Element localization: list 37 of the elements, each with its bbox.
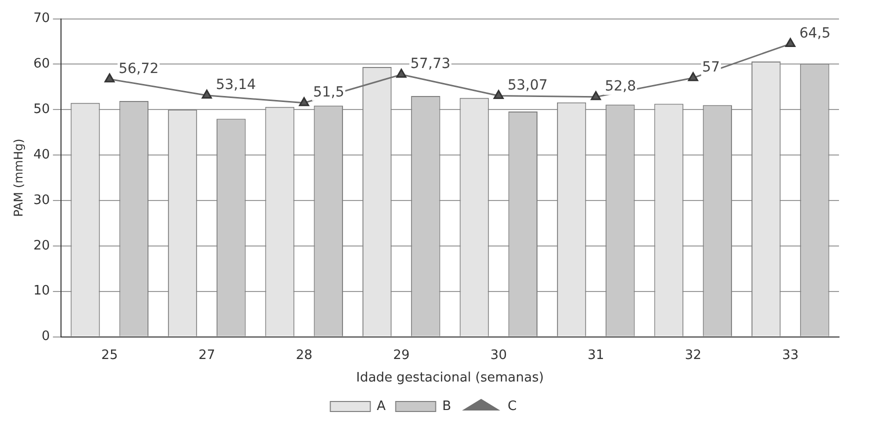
y-tick-label: 50 — [33, 102, 50, 118]
legend-label: B — [442, 398, 452, 414]
y-tick-label: 20 — [33, 238, 50, 254]
point — [396, 68, 406, 78]
point — [104, 73, 115, 82]
x-tick-label: 27 — [198, 348, 216, 363]
y-tick-label: 30 — [33, 192, 50, 208]
data-label: 57 — [702, 60, 720, 76]
y-tick-label: 40 — [33, 147, 50, 162]
x-axis-title: Idade gestacional (semanas) — [356, 370, 544, 386]
point — [299, 97, 310, 106]
point — [785, 38, 796, 48]
x-tick-label: 31 — [588, 348, 604, 363]
data-label: 64,5 — [799, 25, 831, 42]
legend-label: C — [508, 398, 517, 414]
data-label: 56,72 — [118, 60, 159, 77]
y-tick-label: 60 — [33, 56, 50, 72]
x-tick-label: 25 — [101, 348, 118, 363]
y-tick-label: 70 — [33, 11, 50, 26]
data-label: 57,73 — [410, 56, 450, 72]
data-label: 52,8 — [604, 78, 636, 95]
data-label: 51,5 — [313, 84, 344, 100]
point — [494, 90, 504, 99]
y-tick-label: 10 — [33, 284, 50, 299]
x-tick-label: 32 — [684, 348, 702, 363]
data-label: 53,07 — [508, 77, 548, 94]
x-tick-label: 29 — [393, 348, 410, 363]
x-tick-label: 33 — [782, 348, 799, 363]
point — [688, 72, 698, 82]
point — [590, 91, 601, 100]
legend-label: A — [376, 398, 386, 414]
x-tick-label: 28 — [296, 348, 312, 363]
data-label: 53,14 — [216, 77, 256, 94]
x-tick-label: 30 — [490, 348, 507, 363]
y-axis-title: PAM (mmHg) — [11, 138, 26, 217]
point — [202, 90, 212, 99]
y-tick-label: 0 — [42, 329, 50, 344]
